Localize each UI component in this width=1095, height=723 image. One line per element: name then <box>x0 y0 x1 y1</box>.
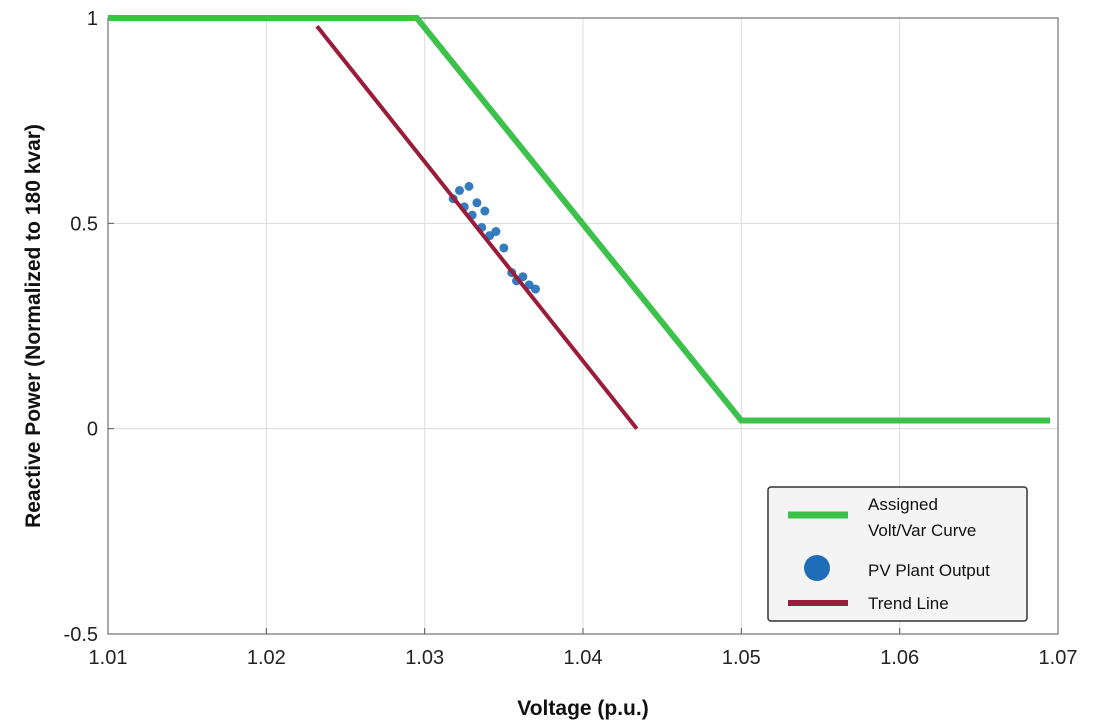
series-pv-plant-output <box>448 181 540 294</box>
y-tick-label: 0 <box>87 419 98 441</box>
legend-label-pv-plant-output: PV Plant Output <box>868 561 990 580</box>
legend-box <box>767 486 1028 622</box>
y-axis-title: Reactive Power (Normalized to 180 kvar) <box>22 124 45 528</box>
legend-label-volt-var-curve-line2: Volt/Var Curve <box>868 521 976 540</box>
series-line-trend-line <box>315 24 639 430</box>
scatter-point <box>518 272 528 282</box>
scatter-point <box>491 227 501 237</box>
scatter-point <box>455 185 464 195</box>
legend-label-trend-line: Trend Line <box>868 594 949 613</box>
scatter-point <box>472 198 482 208</box>
y-tick-label: 0.5 <box>70 213 98 235</box>
x-axis-title: Voltage (p.u.) <box>517 697 648 720</box>
axis-ticks: 1.01 1.02 1.03 1.04 1.05 1.06 1.07 -0.5 0 0.5 1 <box>64 8 1078 669</box>
x-tick-label: 1.07 <box>1039 647 1078 669</box>
x-tick-label: 1.06 <box>880 647 919 669</box>
x-tick-label: 1.05 <box>722 647 761 669</box>
legend-swatch-pv-plant-output <box>804 555 830 581</box>
scatter-point <box>480 206 490 216</box>
x-tick-label: 1.02 <box>247 647 286 669</box>
series-line-volt-var-curve <box>108 15 1051 424</box>
x-tick-label: 1.03 <box>405 647 444 669</box>
y-tick-label: -0.5 <box>64 624 98 646</box>
x-tick-label: 1.01 <box>89 647 128 669</box>
data-series <box>108 15 1051 430</box>
scatter-point <box>531 284 540 294</box>
scatter-point <box>464 181 474 191</box>
legend-label-volt-var-curve-line1: Assigned <box>868 495 938 514</box>
x-tick-label: 1.04 <box>564 647 603 669</box>
legend: Assigned Volt/Var Curve PV Plant Output … <box>767 486 1028 622</box>
y-tick-label: 1 <box>87 8 98 30</box>
scatter-point <box>499 243 509 253</box>
